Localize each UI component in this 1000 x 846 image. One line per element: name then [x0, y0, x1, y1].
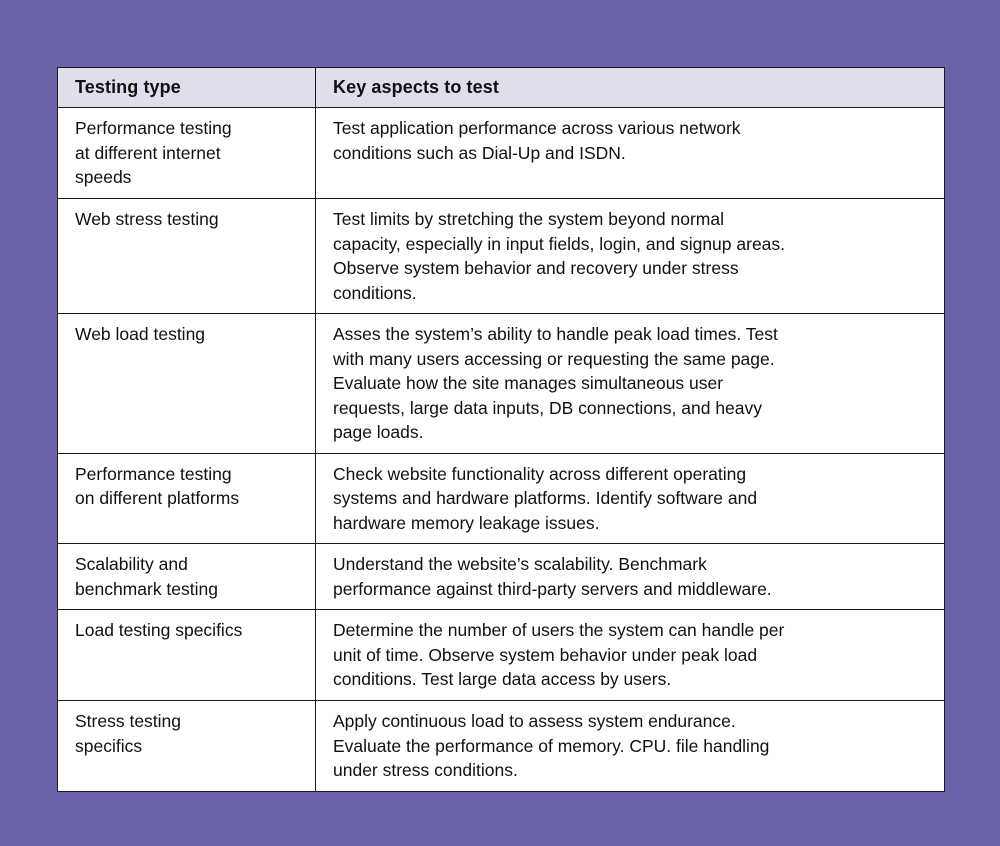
testing-types-table: Testing type Key aspects to test Perform… — [57, 67, 945, 792]
key-aspects-cell: Apply continuous load to assess system e… — [315, 700, 945, 792]
key-aspects-cell: Determine the number of users the system… — [315, 609, 945, 701]
testing-type-cell: Load testing specifics — [57, 609, 316, 701]
key-aspects-cell: Asses the system’s ability to handle pea… — [315, 313, 945, 454]
testing-type-cell: Performance testing on different platfor… — [57, 452, 316, 544]
key-aspects-cell: Test application performance across vari… — [315, 107, 945, 199]
table-header-row: Testing type Key aspects to test — [57, 67, 945, 108]
key-aspects-cell: Test limits by stretching the system bey… — [315, 198, 945, 314]
table-row: Performance testing at different interne… — [57, 107, 945, 199]
testing-type-cell: Performance testing at different interne… — [57, 107, 316, 199]
table-row: Web stress testing Test limits by stretc… — [57, 198, 945, 314]
testing-type-cell: Web load testing — [57, 313, 316, 454]
column-header-testing-type: Testing type — [57, 67, 316, 108]
column-header-key-aspects: Key aspects to test — [315, 67, 945, 108]
key-aspects-cell: Check website functionality across diffe… — [315, 452, 945, 544]
table-row: Web load testing Asses the system’s abil… — [57, 313, 945, 454]
testing-type-cell: Web stress testing — [57, 198, 316, 314]
key-aspects-cell: Understand the website’s scalability. Be… — [315, 543, 945, 610]
table-row: Performance testing on different platfor… — [57, 452, 945, 544]
table-row: Scalability and benchmark testing Unders… — [57, 543, 945, 610]
table-row: Stress testing specifics Apply continuou… — [57, 700, 945, 792]
testing-type-cell: Scalability and benchmark testing — [57, 543, 316, 610]
testing-type-cell: Stress testing specifics — [57, 700, 316, 792]
table-row: Load testing specifics Determine the num… — [57, 609, 945, 701]
